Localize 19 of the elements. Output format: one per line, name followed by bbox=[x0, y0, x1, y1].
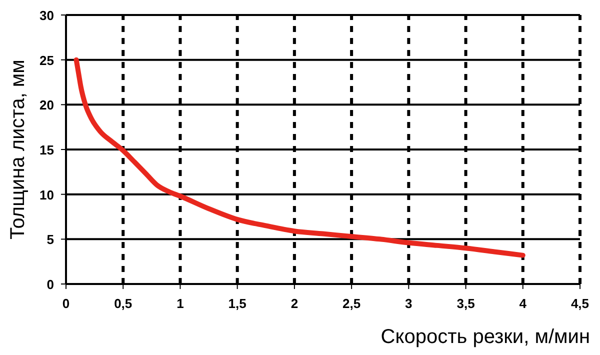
x-tick-label: 0 bbox=[62, 296, 70, 311]
x-tick-label: 3,5 bbox=[456, 296, 475, 311]
x-tick-label: 0,5 bbox=[114, 296, 132, 311]
x-tick-label: 1 bbox=[176, 296, 184, 311]
y-tick-label: 25 bbox=[40, 52, 54, 68]
y-tick-label: 10 bbox=[40, 187, 54, 202]
y-tick-label: 5 bbox=[46, 232, 54, 248]
y-tick-label: 30 bbox=[40, 8, 54, 23]
x-axis-title: Скорость резки, м/мин bbox=[380, 326, 590, 348]
y-axis-title: Толщина листа, мм bbox=[7, 60, 29, 240]
x-tick-label: 4 bbox=[519, 296, 528, 311]
y-tick-label: 0 bbox=[46, 277, 54, 292]
x-tick-label: 2 bbox=[290, 296, 298, 311]
x-tick-label: 4,5 bbox=[570, 296, 590, 311]
x-tick-label: 2,5 bbox=[342, 296, 361, 311]
y-tick-label: 20 bbox=[40, 98, 54, 113]
y-tick-label: 15 bbox=[40, 142, 54, 158]
x-tick-label: 1,5 bbox=[228, 296, 246, 311]
x-tick-label: 3 bbox=[405, 296, 412, 311]
